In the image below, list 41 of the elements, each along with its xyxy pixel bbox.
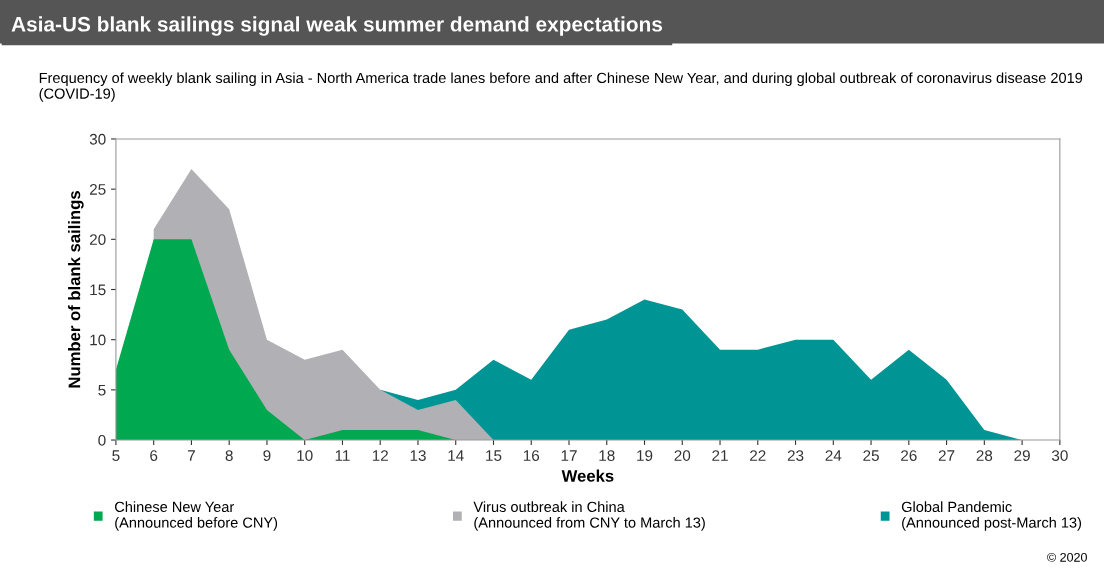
- x-tick-label: 24: [825, 450, 842, 461]
- x-tick-label: 18: [599, 450, 615, 461]
- y-tick-label: 20: [89, 234, 106, 246]
- x-tick-label: 30: [1051, 450, 1068, 461]
- x-tick-label: 21: [712, 450, 728, 461]
- legend-label: Virus outbreak in China (Announced from CNY to March 13): [473, 501, 705, 531]
- x-tick-label: 8: [225, 450, 233, 461]
- x-tick-label: 22: [750, 450, 766, 461]
- x-tick-label: 27: [938, 450, 955, 461]
- y-tick-label: 30: [89, 133, 106, 145]
- x-tick-label: 25: [863, 450, 879, 461]
- x-tick-label: 12: [372, 450, 388, 461]
- x-tick-label: 19: [637, 450, 653, 461]
- x-tick-label: 28: [976, 450, 993, 461]
- x-tick-label: 20: [674, 450, 691, 461]
- chart-title: Asia-US blank sailings signal weak summer demand expectations: [11, 16, 663, 36]
- y-tick-label: 0: [98, 434, 106, 446]
- x-tick-label: 16: [523, 450, 540, 461]
- x-tick-label: 14: [448, 450, 464, 461]
- y-tick-label: 10: [90, 334, 106, 346]
- y-tick-label: 15: [90, 284, 106, 296]
- x-tick-label: 23: [787, 450, 804, 461]
- y-tick-label: 25: [89, 184, 106, 195]
- x-tick-label: 29: [1014, 450, 1030, 461]
- x-tick-label: 13: [410, 450, 426, 461]
- x-tick-label: 11: [335, 450, 350, 461]
- x-tick-label: 26: [901, 450, 917, 461]
- x-tick-label: 10: [297, 450, 313, 461]
- legend-label: Global Pandemic (Announced post-March 13): [901, 501, 1082, 531]
- y-tick-label: 5: [98, 384, 106, 396]
- y-axis-title: Number of blank sailings: [68, 191, 84, 388]
- x-tick-label: 5: [112, 450, 120, 461]
- x-tick-label: 7: [187, 450, 195, 461]
- x-tick-label: 9: [263, 450, 271, 461]
- x-tick-label: 17: [561, 450, 577, 461]
- legend-label: Chinese New Year (Announced before CNY): [114, 501, 278, 531]
- x-axis-title: Weeks: [561, 469, 614, 482]
- x-tick-label: 6: [150, 450, 158, 461]
- x-tick-label: 15: [486, 450, 502, 461]
- chart-subtitle: Frequency of weekly blank sailing in Asia - North America trade lanes before and after Chinese New Year, and during global outbreak of coronavirus disease 2019 (COVID-19): [39, 72, 1083, 102]
- text: © 2020: [1047, 552, 1087, 562]
